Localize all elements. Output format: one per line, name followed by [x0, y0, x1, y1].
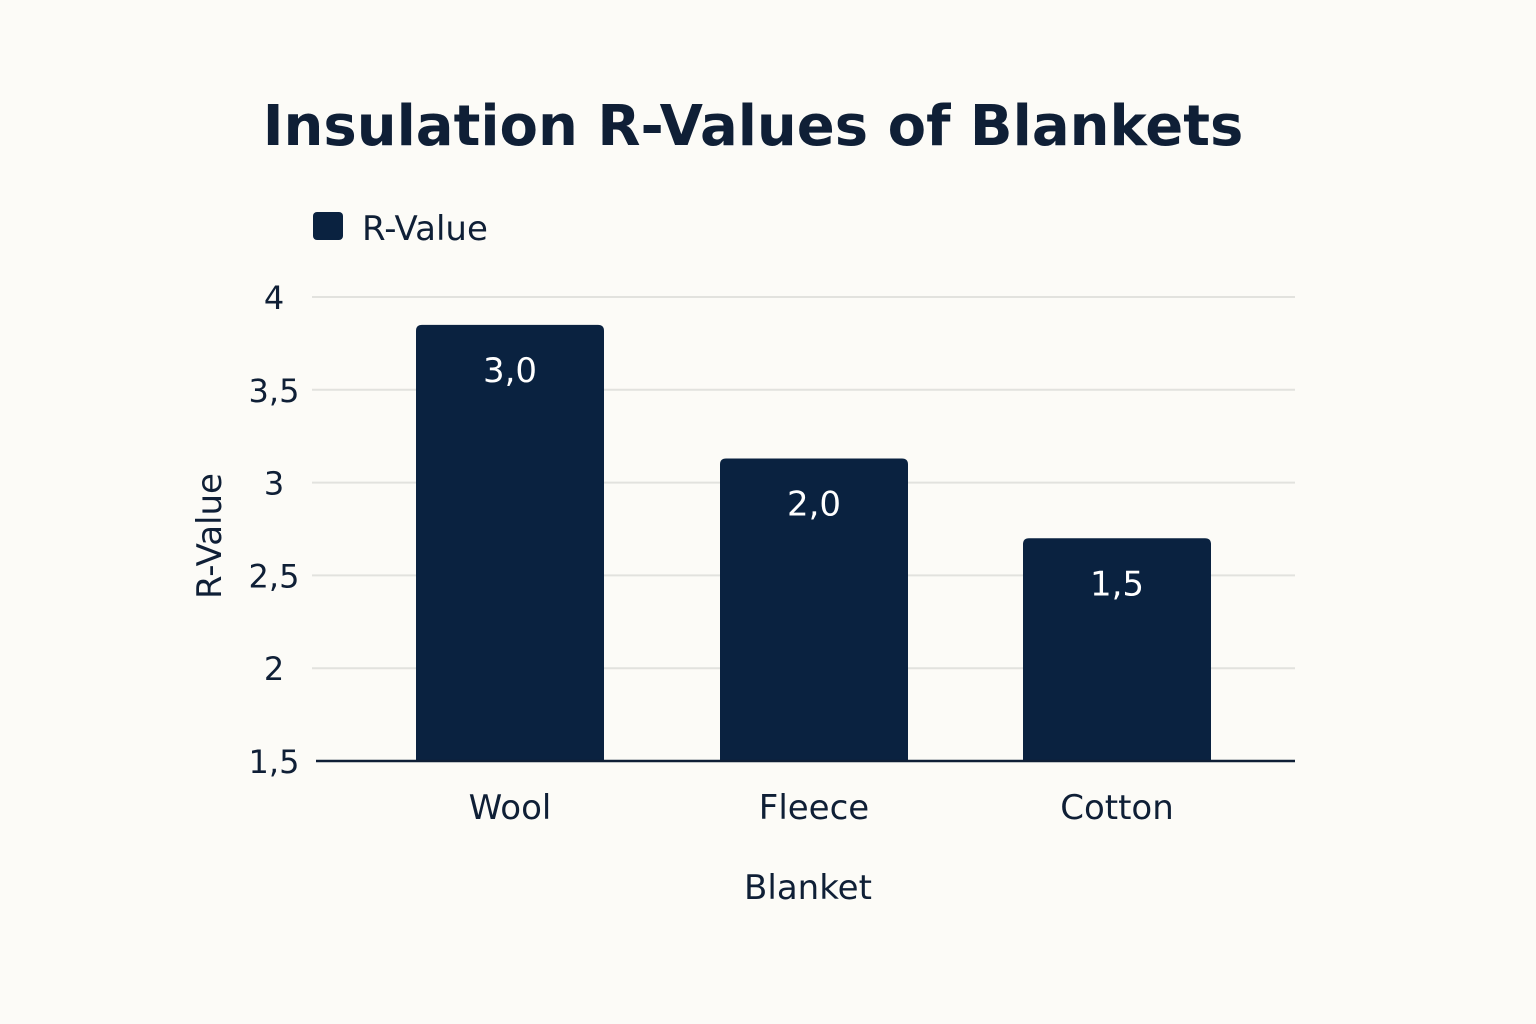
bar-wool	[416, 324, 604, 761]
bars: 3,0 2,0 1,5	[416, 324, 1211, 761]
x-tick-label: Wool	[469, 788, 552, 828]
x-tick-label: Cotton	[1060, 788, 1174, 828]
y-tick-label: 4	[264, 279, 284, 317]
y-tick-label: 3,5	[249, 372, 300, 410]
x-axis-ticks: Wool Fleece Cotton	[469, 788, 1174, 828]
chart-title: Insulation R-Values of Blankets	[263, 94, 1244, 159]
data-label: 1,5	[1090, 564, 1144, 604]
x-axis-title: Blanket	[744, 868, 872, 908]
legend-label: R-Value	[362, 209, 488, 249]
y-axis-title: R-Value	[190, 473, 230, 599]
data-label: 2,0	[787, 484, 841, 524]
legend-swatch	[313, 212, 343, 240]
y-tick-label: 2,5	[249, 557, 300, 595]
y-axis-ticks: 1,5 2 2,5 3 3,5 4	[249, 279, 300, 781]
x-tick-label: Fleece	[759, 788, 869, 828]
bar-cotton	[1023, 538, 1211, 761]
data-label: 3,0	[483, 351, 537, 391]
y-tick-label: 3	[264, 465, 284, 503]
y-tick-label: 2	[264, 650, 284, 688]
y-tick-label: 1,5	[249, 743, 300, 781]
bar-fleece	[720, 458, 908, 761]
